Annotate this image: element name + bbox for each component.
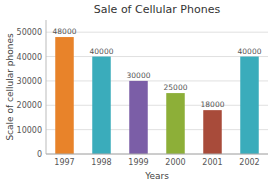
data-label: 25000 xyxy=(164,83,188,92)
grid-line xyxy=(46,32,268,33)
x-tick-label: 2002 xyxy=(239,158,259,167)
bar xyxy=(92,57,111,154)
y-tick-label: 20000 xyxy=(17,101,42,110)
data-label: 48000 xyxy=(53,27,77,36)
bar xyxy=(55,37,74,154)
x-tick-label: 2001 xyxy=(202,158,222,167)
y-axis-label: Scale of cellular phones xyxy=(5,33,15,141)
x-axis-label: Years xyxy=(144,171,169,181)
grid-line xyxy=(46,129,268,130)
y-tick-label: 10000 xyxy=(17,126,42,135)
y-tick-label: 50000 xyxy=(17,28,42,37)
data-label: 18000 xyxy=(201,100,225,109)
x-tick-label: 2000 xyxy=(165,158,185,167)
grid-line xyxy=(46,154,268,155)
y-axis-line xyxy=(46,20,47,154)
y-tick-label: 40000 xyxy=(17,53,42,62)
chart: Sale of Cellular Phones01000020000300004… xyxy=(0,0,274,184)
bar xyxy=(203,110,222,154)
title: Sale of Cellular Phones xyxy=(94,3,221,16)
bar xyxy=(240,57,259,154)
y-tick-label: 30000 xyxy=(17,77,42,86)
bar xyxy=(129,81,148,154)
data-label: 40000 xyxy=(238,47,262,56)
data-labels: 48000 40000 30000 25000 18000 40000 xyxy=(53,27,262,109)
x-tick-label: 1997 xyxy=(54,158,74,167)
grid xyxy=(46,32,268,154)
bars xyxy=(55,37,259,154)
chart-container: Sale of Cellular Phones01000020000300004… xyxy=(0,0,274,184)
grid-line xyxy=(46,56,268,57)
data-label: 30000 xyxy=(127,71,151,80)
x-tick-label: 1999 xyxy=(128,158,148,167)
data-label: 40000 xyxy=(90,47,114,56)
grid-line xyxy=(46,80,268,81)
x-ticks: 1997 1998 1999 2000 2001 2002 xyxy=(54,158,259,167)
x-tick-label: 1998 xyxy=(91,158,111,167)
y-tick-label: 0 xyxy=(37,150,42,159)
grid-line xyxy=(46,105,268,106)
x-axis-line xyxy=(46,154,268,155)
bar xyxy=(166,93,185,154)
y-ticks: 0 10000 20000 30000 40000 50000 xyxy=(17,28,42,159)
